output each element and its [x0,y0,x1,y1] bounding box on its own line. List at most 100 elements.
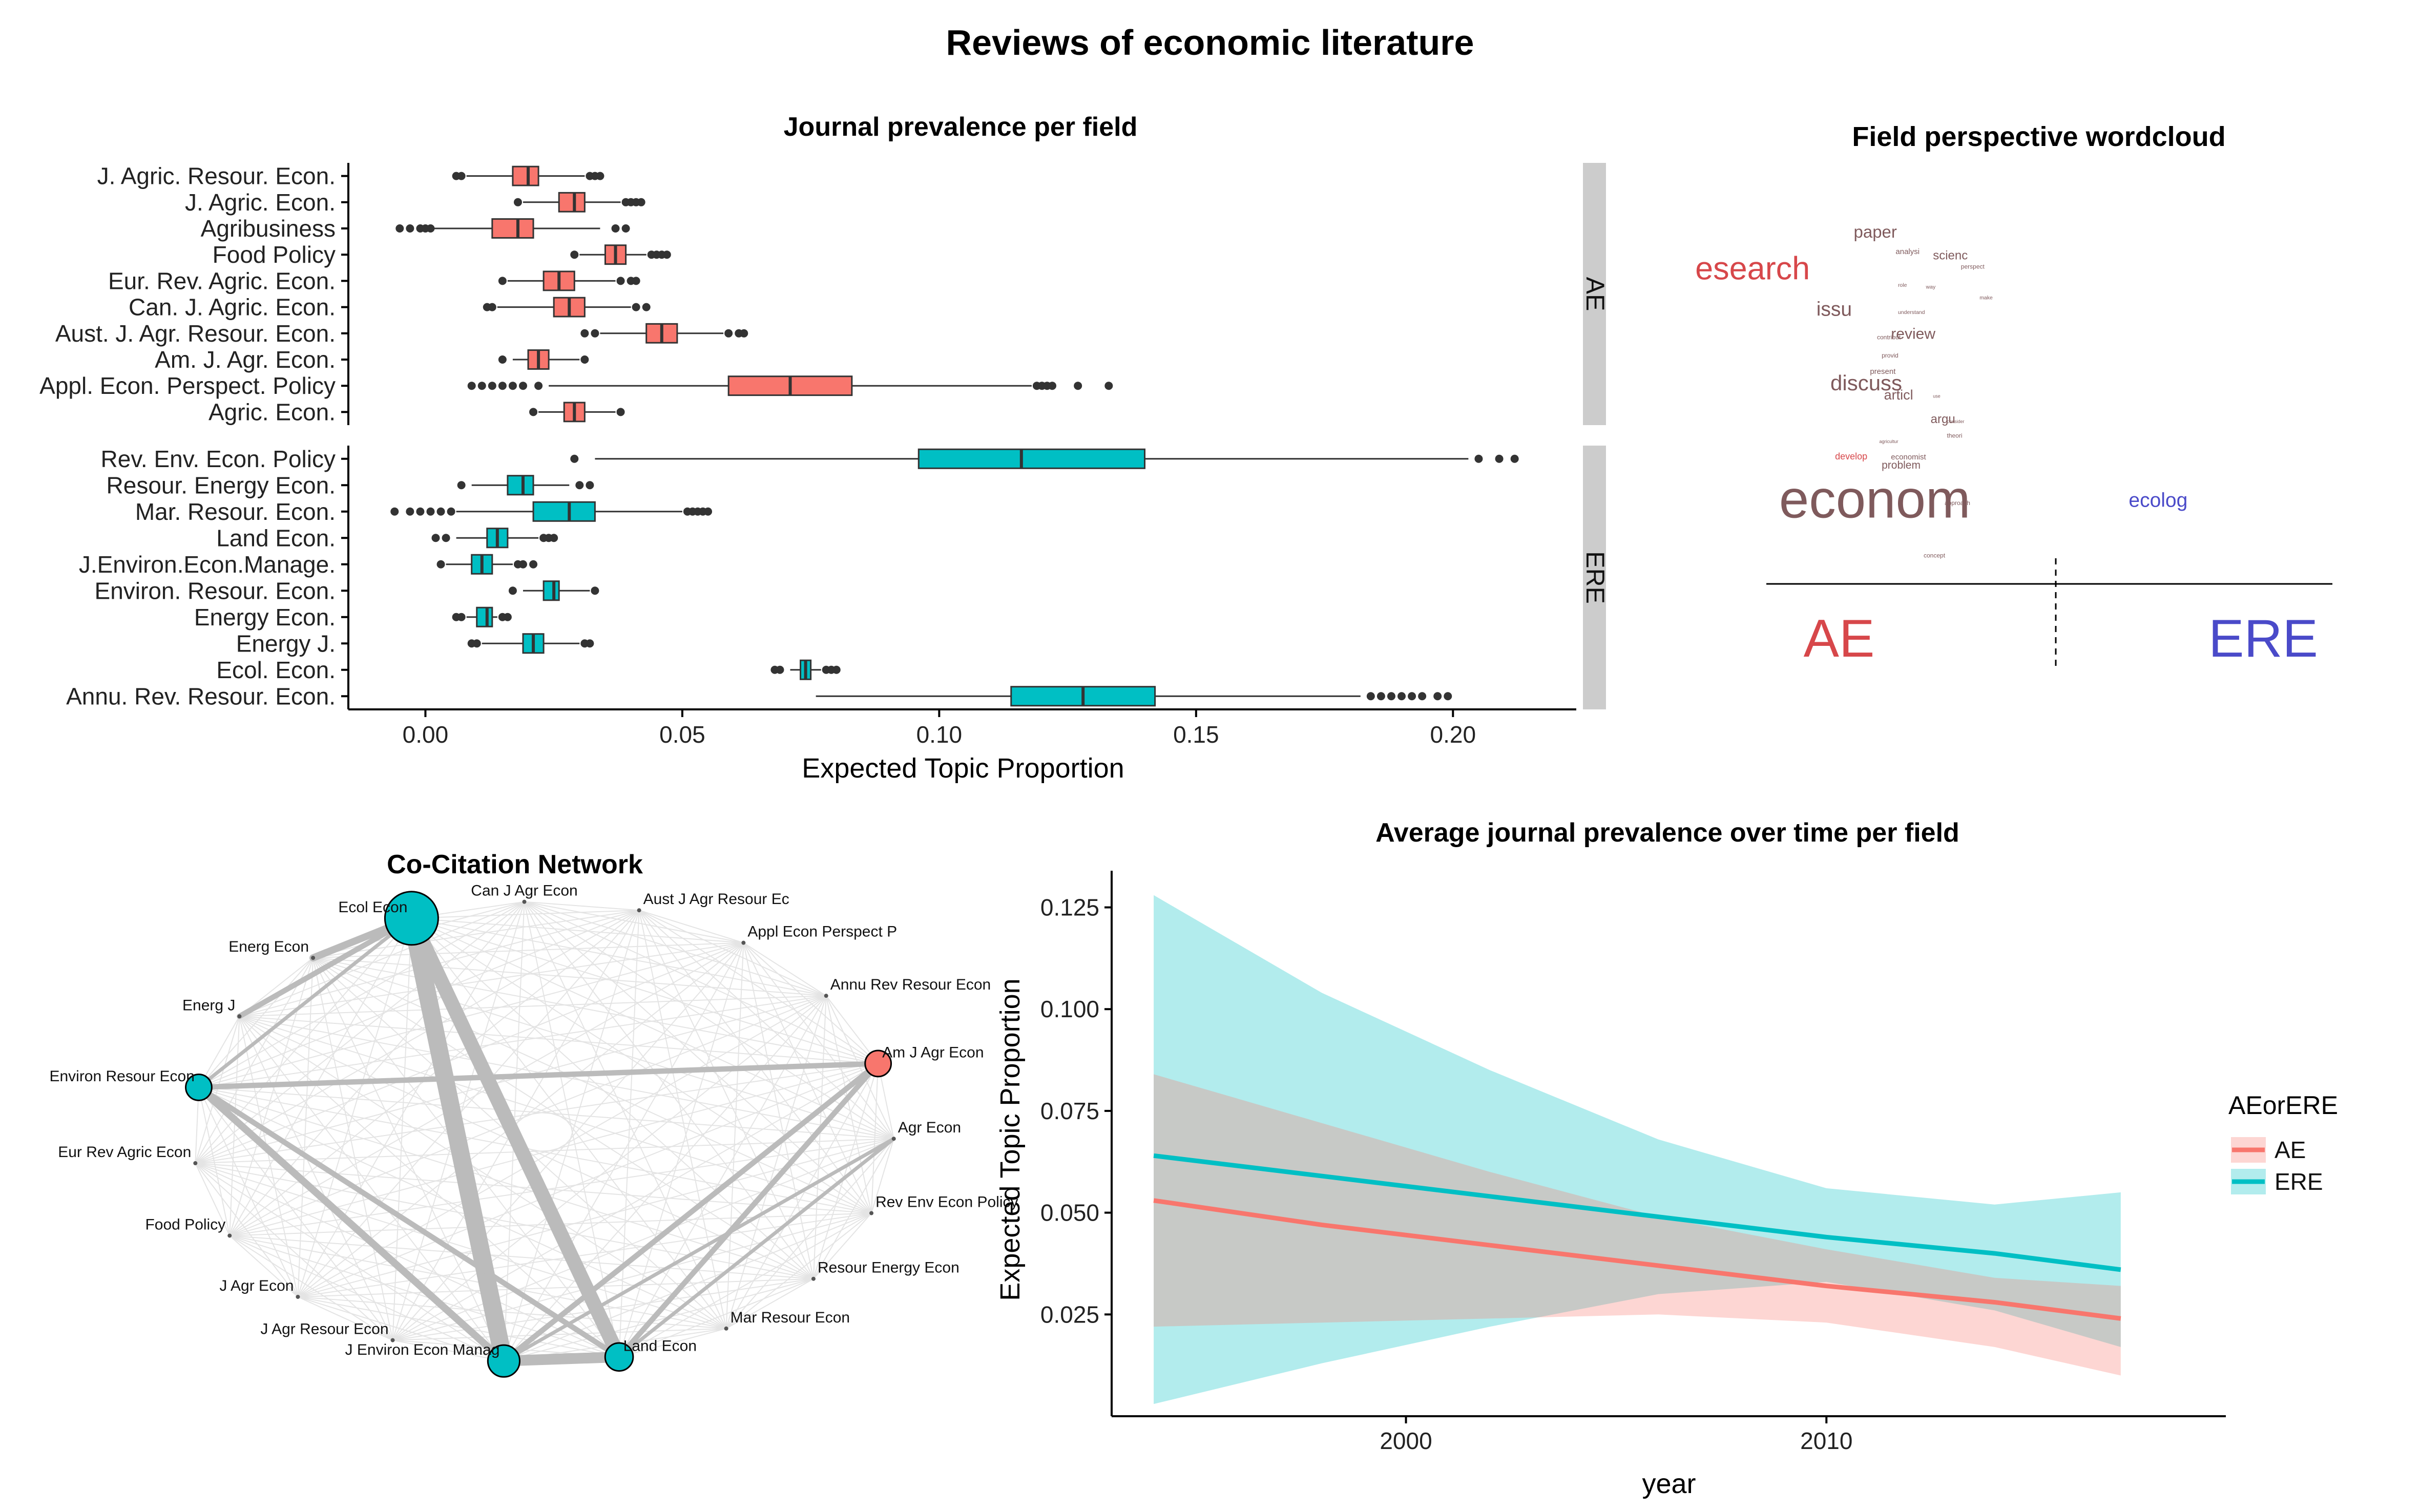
box [476,606,493,627]
outlier-point [457,481,466,490]
network-edge-faint [297,958,314,1297]
network-edge-faint [825,995,879,1064]
outlier-point [406,224,414,233]
network-edge-faint [524,901,872,1214]
network-edge-faint [239,1016,727,1329]
outlier-point [586,639,594,648]
outlier-point [488,382,496,390]
network-edge-faint [195,1163,814,1279]
journal-label: J. Agric. Resour. Econ. [97,163,336,190]
journal-label: Aust. J. Agr. Resour. Econ. [55,320,336,347]
network-node-label: Rev Env Econ Policy [875,1194,1018,1211]
network-edge-faint [392,1328,726,1341]
legend-label: AE [2275,1137,2306,1163]
wordcloud-label-ae: AE [1804,609,1875,668]
network-edge-faint [298,1296,726,1329]
journal-label: Resour. Energy Econ. [107,472,336,498]
network-node [227,1233,232,1238]
outlier-point [426,507,435,516]
journal-label: J.Environ.Econ.Manage. [79,551,336,578]
network-edge-faint [524,901,814,1279]
wordcloud-word: articl [1884,387,1913,403]
boxplot-title: Journal prevalence per field [784,112,1138,142]
network-edge-strong [196,1061,881,1090]
outlier-point [436,507,445,516]
network-edge-faint [725,1138,894,1329]
outlier-point [1408,692,1416,701]
outlier-point [776,665,784,674]
trend-xlabel: year [1642,1468,1696,1499]
network-edge-faint [411,917,872,1214]
network-edge-faint [503,910,640,1361]
outlier-point [632,303,640,311]
network-edge-faint [229,1235,619,1358]
box [543,580,560,601]
network-edge-faint [411,917,879,1064]
co-citation-network: Co-Citation Network Ecol Econ Can J Agr E… [49,850,1018,1378]
network-node [637,908,641,913]
network-edge-strong [237,915,414,1019]
outlier-point [416,507,425,516]
wordcloud-word: way [1926,284,1936,290]
x-tick-label: 0.10 [916,721,963,748]
network-node [824,994,828,998]
network-edge-faint [411,917,894,1140]
network-edge-faint [392,995,827,1341]
y-tick-label: 0.025 [1040,1301,1099,1328]
network-edge-faint [239,1016,879,1064]
wordcloud-word: scienc [1933,249,1968,263]
outlier-point [508,382,517,390]
network-edge-faint [198,1087,299,1297]
network-node-label: Ecol Econ [338,899,407,916]
network-edge-strong [501,1061,881,1364]
box [917,448,1146,469]
outlier-point [1495,454,1504,463]
outlier-point [529,560,538,569]
network-node-label: Food Policy [145,1216,225,1233]
outlier-point [570,454,579,463]
outlier-point [406,507,414,516]
network-edge-faint [312,957,872,1214]
outlier-point [591,329,599,338]
network-node [311,956,316,960]
wordcloud-word: economist [1891,453,1926,461]
wordcloud-word: agricultur [1880,439,1899,444]
network-edge-faint [825,995,872,1213]
network-edge-faint [743,942,894,1139]
network-edge-faint [298,1063,879,1297]
boxplot-xlabel: Expected Topic Proportion [802,753,1124,784]
network-edge-faint [239,1016,505,1361]
network-edge-faint [195,957,314,1164]
network-edge-faint [297,942,744,1297]
y-tick-label: 0.100 [1040,996,1099,1022]
outlier-point [518,560,527,569]
outlier-point [704,507,713,516]
network-edge-faint [638,910,727,1329]
network-edge-faint [195,1163,231,1236]
network-node-label: J Agr Econ [219,1277,294,1294]
network-edge-faint [298,1296,393,1341]
outlier-point [1048,382,1057,390]
network-edge-faint [743,942,827,997]
outlier-point [616,277,625,285]
wordcloud-word: problem [1882,459,1921,471]
network-edge-faint [195,1163,726,1329]
x-tick-label: 0.00 [403,721,449,748]
network-edge-faint [726,1212,872,1329]
network-node [193,1161,198,1165]
network-edge-strong [197,916,413,1089]
network-edge-faint [198,1087,231,1236]
network-edge-faint [239,901,525,1017]
network-edge-faint [503,942,744,1361]
wordcloud-label-ere: ERE [2208,609,2318,668]
network-node [811,1276,816,1281]
network-edge-faint [618,942,744,1357]
journal-label: Annu. Rev. Resour. Econ. [66,683,336,709]
wordcloud-word: approach [1945,499,1970,507]
network-edge-faint [229,995,827,1236]
outlier-point [662,250,671,259]
network-node [487,1344,520,1378]
wordcloud-word: contribut [1877,334,1901,341]
network-edge-faint [312,957,814,1279]
journal-label: Agric. Econ. [208,398,336,425]
